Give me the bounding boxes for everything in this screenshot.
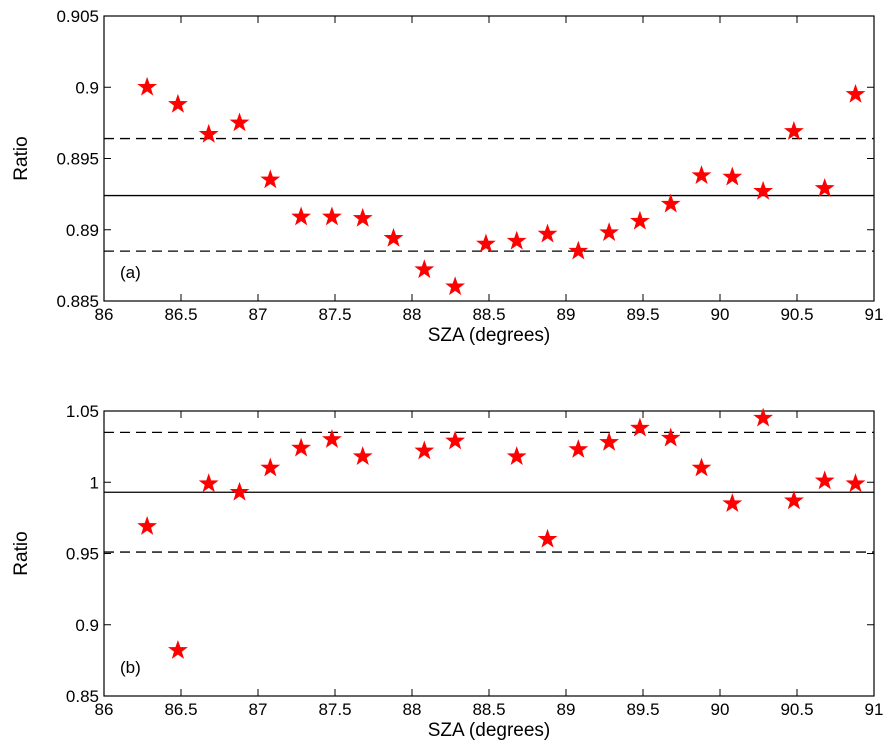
data-point-star xyxy=(630,210,650,230)
data-point-star xyxy=(814,178,835,197)
x-tick-label: 89.5 xyxy=(626,700,659,719)
data-point-star xyxy=(414,440,435,460)
data-point-star xyxy=(168,639,188,659)
data-point-star xyxy=(845,83,866,103)
data-point-star xyxy=(445,430,466,450)
data-point-star xyxy=(506,446,527,466)
x-tick-label: 87.5 xyxy=(318,305,351,324)
data-point-star xyxy=(322,206,342,226)
data-point-star xyxy=(445,276,466,296)
x-tick-label: 90 xyxy=(711,305,730,324)
x-axis-label: SZA (degrees) xyxy=(428,720,551,741)
data-point-star xyxy=(414,259,435,279)
data-point-star xyxy=(599,222,620,242)
data-point-star xyxy=(229,481,250,501)
x-tick-label: 88.5 xyxy=(472,700,505,719)
data-point-star xyxy=(168,93,188,113)
data-point-star xyxy=(691,457,712,477)
x-tick-label: 86 xyxy=(95,700,114,719)
x-tick-label: 86 xyxy=(95,305,114,324)
data-point-star xyxy=(722,493,743,513)
chart-panel-a: 86 86.5 87 87.5 88 88.5 89 89.5 90 90.5 91 0.885 0.8… xyxy=(11,7,883,346)
y-tick-label: 0.9 xyxy=(75,78,99,97)
y-tick-label: 1.05 xyxy=(66,402,99,421)
y-tick-label: 0.905 xyxy=(56,7,99,26)
data-point-star xyxy=(383,227,404,247)
data-point-star xyxy=(291,206,312,226)
data-point-star xyxy=(260,169,281,189)
x-tick-label: 90 xyxy=(711,700,730,719)
y-axis-label: Ratio xyxy=(11,531,32,575)
data-point-star xyxy=(352,207,373,227)
chart-panel-b: 86 86.5 87 87.5 88 88.5 89 89.5 90 90.5 91 0.85 0.9 0… xyxy=(11,402,883,741)
y-tick-label: 0.95 xyxy=(66,545,99,564)
data-point-star xyxy=(753,407,774,427)
data-point-star xyxy=(198,123,219,143)
panel-label: (a) xyxy=(120,263,141,282)
y-tick-label: 0.885 xyxy=(56,292,99,311)
x-tick-label: 86.5 xyxy=(164,700,197,719)
data-point-star xyxy=(137,516,158,535)
data-point-star xyxy=(630,417,650,437)
x-tick-label: 91 xyxy=(865,305,884,324)
data-point-star xyxy=(568,439,589,458)
data-point-star xyxy=(814,470,835,490)
panel-label: (b) xyxy=(120,658,141,677)
data-point-star xyxy=(260,457,281,477)
data-point-star xyxy=(476,233,496,253)
data-point-star xyxy=(229,112,250,132)
data-point-star xyxy=(660,193,681,213)
data-point-star xyxy=(506,230,527,250)
data-point-star xyxy=(568,240,589,260)
y-axis-label: Ratio xyxy=(11,136,32,180)
y-tick-label: 0.89 xyxy=(66,221,99,240)
plot-frame xyxy=(103,410,875,697)
x-tick-label: 89 xyxy=(557,700,576,719)
data-point-star xyxy=(537,528,558,548)
data-point-star xyxy=(660,427,681,447)
data-point-star xyxy=(753,180,774,200)
x-tick-label: 88 xyxy=(403,305,422,324)
x-tick-label: 87 xyxy=(249,305,268,324)
data-point-star xyxy=(599,431,620,451)
data-point-star xyxy=(691,165,712,185)
x-tick-label: 87.5 xyxy=(318,700,351,719)
x-tick-label: 86.5 xyxy=(164,305,197,324)
data-point-star xyxy=(845,473,866,493)
x-tick-label: 88.5 xyxy=(472,305,505,324)
data-point-star xyxy=(722,166,743,186)
data-point-star xyxy=(784,490,804,510)
x-tick-label: 89 xyxy=(557,305,576,324)
data-point-star xyxy=(137,76,158,96)
x-tick-label: 90.5 xyxy=(780,700,813,719)
x-tick-label: 91 xyxy=(865,700,884,719)
x-tick-label: 88 xyxy=(403,700,422,719)
data-point-star xyxy=(784,121,804,140)
data-point-star xyxy=(322,429,342,448)
x-tick-label: 87 xyxy=(249,700,268,719)
x-axis-label: SZA (degrees) xyxy=(428,325,551,346)
data-point-star xyxy=(291,437,312,457)
data-point-star xyxy=(537,223,558,243)
x-tick-label: 89.5 xyxy=(626,305,659,324)
y-tick-label: 0.9 xyxy=(75,616,99,635)
y-tick-label: 1 xyxy=(90,473,99,492)
plot-frame xyxy=(103,15,875,302)
y-tick-label: 0.85 xyxy=(66,687,99,706)
y-tick-label: 0.895 xyxy=(56,150,99,169)
data-point-star xyxy=(198,473,219,493)
x-tick-label: 90.5 xyxy=(780,305,813,324)
data-point-star xyxy=(352,446,373,466)
